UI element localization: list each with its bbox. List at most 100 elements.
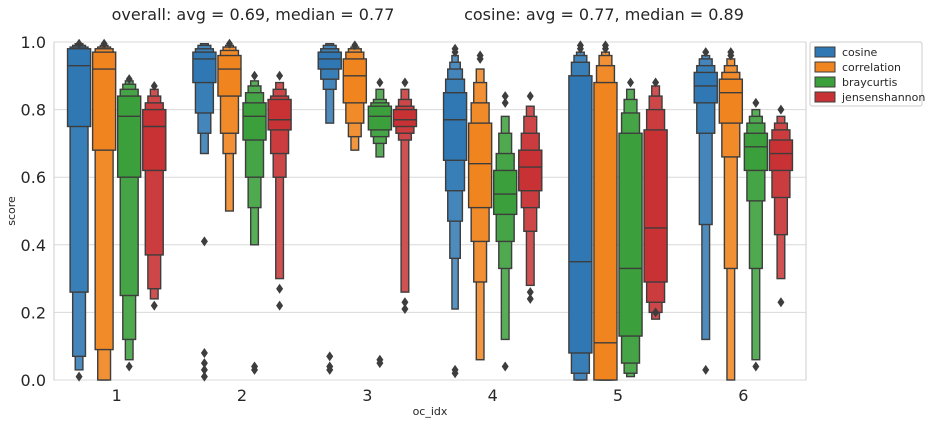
- outlier-point: [251, 70, 259, 81]
- y-tick-label: 0.2: [21, 303, 46, 322]
- boxen-box: [618, 132, 643, 337]
- y-tick-label: 1.0: [21, 33, 46, 52]
- x-tick-label: 2: [237, 386, 247, 405]
- outlier-point: [276, 300, 284, 311]
- x-axis-ticks: 1 2 3 4 5 6: [112, 386, 749, 405]
- outlier-point: [376, 358, 384, 369]
- outlier-point: [777, 104, 785, 115]
- outlier-point: [200, 364, 208, 375]
- outlier-point: [652, 77, 660, 88]
- boxen-box: [242, 102, 267, 141]
- boxen-box: [442, 91, 468, 161]
- y-axis-label: score: [5, 196, 18, 226]
- x-tick-label: 4: [488, 386, 498, 405]
- outlier-point: [501, 91, 509, 102]
- outlier-point: [225, 38, 233, 49]
- boxen-box: [593, 81, 618, 381]
- boxen-box: [275, 81, 285, 280]
- outlier-point: [476, 50, 484, 61]
- y-tick-label: 0.8: [21, 101, 46, 120]
- outlier-point: [576, 40, 584, 51]
- legend-swatch: [814, 61, 836, 73]
- boxen-box: [217, 54, 242, 97]
- grid-lines: [54, 41, 806, 381]
- outlier-point: [401, 297, 409, 308]
- outlier-point: [326, 351, 334, 362]
- boxen-box: [142, 108, 167, 172]
- outlier-point: [351, 40, 359, 51]
- boxen-box: [718, 78, 744, 124]
- outlier-point: [501, 361, 509, 372]
- outlier-point: [777, 297, 785, 308]
- outlier-point: [125, 361, 133, 372]
- boxen-box: [400, 88, 410, 293]
- outlier-point: [652, 307, 660, 318]
- outlier-point: [702, 364, 710, 375]
- outlier-point: [100, 38, 108, 49]
- outlier-point: [276, 70, 284, 81]
- boxen-box: [693, 71, 718, 104]
- boxen-box: [518, 149, 543, 192]
- outlier-point: [601, 40, 609, 51]
- plot-area: [53, 41, 807, 381]
- y-tick-label: 0.6: [21, 168, 46, 187]
- chart-title-right: cosine: avg = 0.77, median = 0.89: [464, 5, 744, 24]
- legend-frame: [809, 41, 923, 107]
- outlier-point: [702, 47, 710, 58]
- outlier-point: [125, 74, 133, 85]
- y-tick-label: 0.4: [21, 236, 46, 255]
- boxen-box: [467, 122, 493, 209]
- boxen-box: [66, 48, 92, 128]
- y-tick-label: 0.0: [21, 371, 46, 390]
- boxen-box: [492, 169, 518, 216]
- outlier-point: [251, 364, 259, 375]
- legend: cosine correlation braycurtis jensenshannon: [809, 41, 925, 107]
- legend-swatch: [814, 76, 836, 88]
- boxen-box: [116, 95, 142, 178]
- legend-label: jensenshannon: [841, 91, 925, 104]
- chart-title-left: overall: avg = 0.69, median = 0.77: [112, 5, 395, 24]
- outlier-point: [75, 38, 83, 49]
- outlier-point: [326, 364, 334, 375]
- outlier-point: [200, 347, 208, 358]
- outlier-point: [200, 236, 208, 247]
- outlier-point: [451, 368, 459, 379]
- outlier-point: [75, 371, 83, 382]
- outlier-point: [752, 97, 760, 108]
- boxen-box: [342, 58, 368, 104]
- outlier-point: [526, 91, 534, 102]
- legend-swatch: [814, 91, 836, 103]
- x-tick-label: 1: [112, 386, 122, 405]
- legend-label: cosine: [842, 46, 878, 59]
- outlier-point: [727, 47, 735, 58]
- legend-swatch: [814, 46, 836, 58]
- outlier-point: [150, 300, 158, 311]
- outlier-point: [627, 77, 635, 88]
- outlier-point: [150, 80, 158, 91]
- outlier-point: [401, 304, 409, 315]
- outlier-point: [401, 77, 409, 88]
- boxen-box: [568, 75, 593, 354]
- boxen-box: [392, 108, 418, 128]
- boxen-box: [192, 51, 217, 84]
- x-tick-label: 5: [613, 386, 623, 405]
- outlier-point: [200, 358, 208, 369]
- x-tick-label: 3: [362, 386, 372, 405]
- boxen-box: [267, 98, 292, 131]
- outlier-point: [501, 97, 509, 108]
- outlier-point: [451, 43, 459, 54]
- boxen-plot: [66, 38, 794, 382]
- outlier-point: [376, 77, 384, 88]
- legend-label: braycurtis: [842, 76, 898, 89]
- y-axis-ticks: 0.0 0.2 0.4 0.6 0.8 1.0: [21, 33, 46, 390]
- boxen-box: [317, 51, 342, 70]
- outlier-point: [752, 361, 760, 372]
- legend-label: correlation: [842, 61, 901, 74]
- outlier-point: [526, 287, 534, 298]
- x-axis-label: oc_idx: [413, 405, 448, 418]
- boxen-box: [743, 132, 769, 172]
- x-tick-label: 6: [738, 386, 748, 405]
- outlier-point: [200, 371, 208, 382]
- boxen-box: [643, 129, 668, 283]
